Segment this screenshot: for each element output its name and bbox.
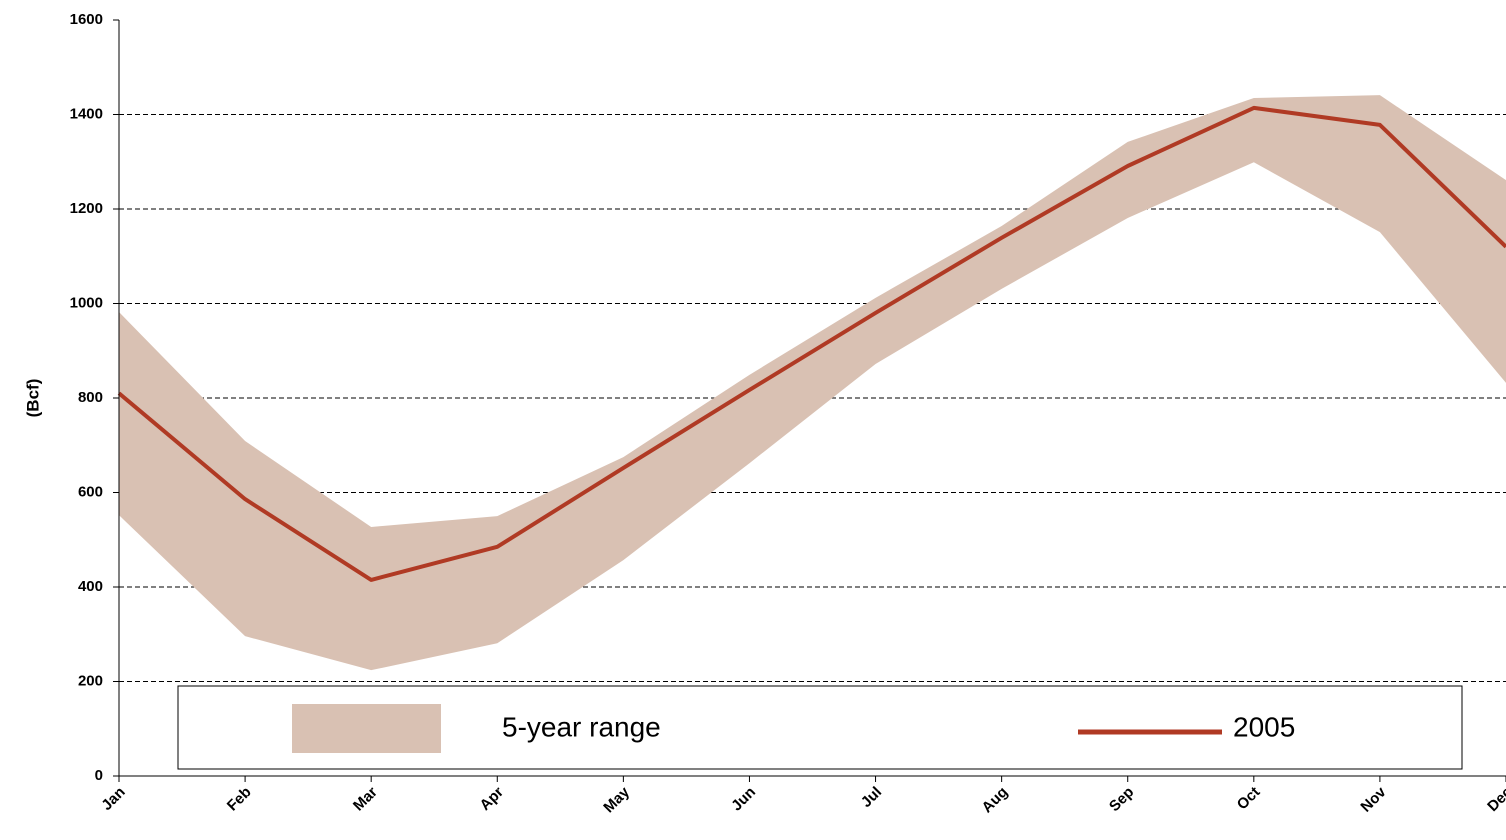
y-tick-label: 1400 — [70, 105, 103, 122]
y-tick-label: 400 — [78, 578, 103, 595]
y-tick-label: 1200 — [70, 200, 103, 217]
x-tick-label: Jan — [98, 784, 128, 814]
x-tick-label: Jun — [728, 784, 759, 815]
x-tick-label: Apr — [477, 784, 507, 814]
range-band — [119, 95, 1506, 671]
x-tick-label: Aug — [979, 784, 1012, 817]
x-tick-label: Mar — [350, 784, 381, 815]
x-tick-label: Jul — [858, 784, 885, 811]
y-tick-label: 1000 — [70, 294, 103, 311]
x-tick-label: Dec — [1484, 784, 1506, 815]
y-tick-label: 1600 — [70, 11, 103, 28]
x-tick-label: Nov — [1357, 783, 1390, 816]
y-tick-label: 0 — [95, 767, 103, 784]
legend-label: 5-year range — [502, 711, 661, 742]
x-tick-label: Oct — [1234, 784, 1264, 814]
y-tick-label: 200 — [78, 672, 103, 689]
y-tick-label: 800 — [78, 389, 103, 406]
legend-swatch — [292, 704, 441, 753]
x-tick-label: Feb — [224, 784, 255, 815]
y-tick-label: 600 — [78, 483, 103, 500]
legend-label: 2005 — [1233, 711, 1295, 742]
y-axis-label: (Bcf) — [23, 379, 42, 418]
line — [117, 105, 1506, 582]
x-tick-label: May — [600, 783, 633, 816]
x-tick-label: Sep — [1106, 784, 1137, 815]
